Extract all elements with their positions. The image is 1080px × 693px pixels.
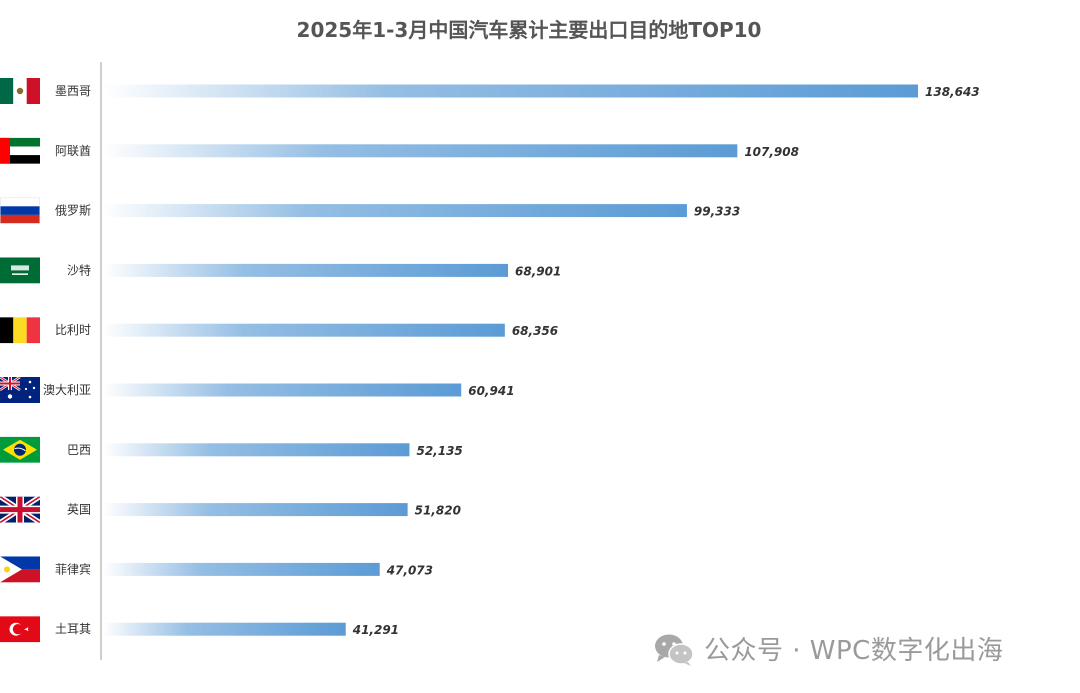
data-label: 47,073	[386, 563, 433, 577]
bar	[103, 144, 738, 158]
data-label: 41,291	[352, 623, 399, 637]
bar	[103, 443, 410, 457]
bar-row: 墨西哥 138,643	[0, 78, 980, 104]
bar	[103, 383, 462, 397]
bar	[103, 263, 509, 277]
category-label: 菲律宾	[55, 561, 91, 576]
bar-row: 阿联酋 107,908	[0, 137, 799, 164]
category-label: 沙特	[67, 262, 91, 277]
data-label: 51,820	[415, 504, 461, 518]
turkey-flag-icon	[0, 616, 40, 643]
wechat-icon	[655, 634, 694, 666]
category-label: 土耳其	[55, 622, 91, 636]
bar-row: 巴西 52,135	[0, 436, 463, 463]
bar	[103, 622, 346, 636]
category-label: 墨西哥	[55, 84, 91, 98]
mexico-flag-icon	[0, 78, 40, 104]
bar-row: 英国 51,820	[0, 496, 461, 523]
data-label: 52,135	[416, 444, 462, 458]
chart-title: 2025年1-3月中国汽车累计主要出口目的地TOP10	[296, 18, 762, 42]
bar	[103, 204, 687, 218]
belgium-flag-icon	[0, 317, 40, 344]
data-label: 138,643	[925, 85, 980, 99]
bar-row: 沙特 68,901	[0, 257, 561, 284]
data-label: 68,356	[512, 324, 558, 338]
category-label: 俄罗斯	[55, 204, 91, 218]
category-label: 巴西	[67, 443, 91, 457]
bar	[103, 323, 505, 337]
philippines-flag-icon	[0, 556, 40, 583]
bar-row: 菲律宾 47,073	[0, 556, 433, 583]
category-label: 阿联酋	[55, 143, 91, 158]
data-label: 60,941	[468, 384, 514, 398]
category-label: 澳大利亚	[43, 383, 91, 397]
bar	[103, 84, 918, 98]
category-label: 比利时	[55, 323, 91, 337]
category-label: 英国	[67, 503, 91, 517]
australia-flag-icon	[0, 377, 40, 403]
saudi-arabia-flag-icon	[0, 257, 40, 284]
bar	[103, 503, 408, 517]
uae-flag-icon	[0, 137, 40, 164]
bar	[103, 562, 380, 576]
data-label: 68,901	[515, 264, 561, 278]
bar-row: 俄罗斯 99,333	[0, 197, 740, 224]
bar-row: 比利时 68,356	[0, 317, 558, 344]
uk-flag-icon	[0, 496, 40, 523]
bar-row: 土耳其 41,291	[0, 616, 399, 643]
watermark: 公众号 · WPC数字化出海	[652, 630, 1003, 667]
data-label: 107,908	[744, 145, 799, 159]
russia-flag-icon	[0, 197, 40, 224]
watermark-text: 公众号 · WPC数字化出海	[704, 636, 1004, 666]
data-label: 99,333	[694, 205, 740, 219]
bar-row: 澳大利亚 60,941	[0, 377, 515, 403]
brazil-flag-icon	[0, 436, 40, 463]
